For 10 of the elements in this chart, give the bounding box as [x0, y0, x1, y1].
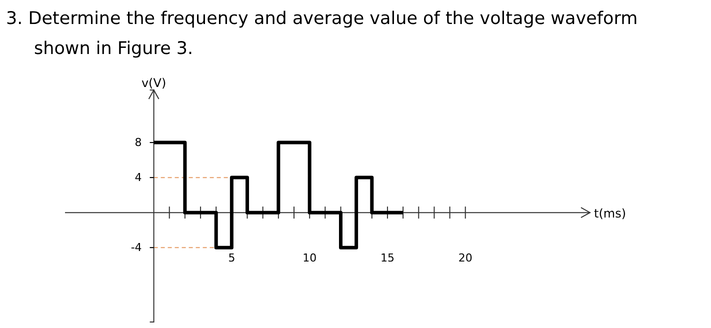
x-tick-label: 10 [302, 251, 317, 264]
y-axis-title: v(V) [141, 76, 166, 90]
y-tick-label: 4 [134, 171, 142, 184]
chart-title: 3. Determine the frequency and average value of the voltage waveform shown in Figure 3. [6, 9, 638, 59]
y-tick-label: -4 [130, 241, 142, 254]
y-tick-label: 8 [134, 136, 142, 150]
x-tick-label: 5 [228, 251, 236, 264]
x-tick-label: 20 [458, 251, 472, 264]
x-tick-label: 15 [380, 251, 394, 264]
x-axis-title: t(ms) [594, 206, 626, 221]
